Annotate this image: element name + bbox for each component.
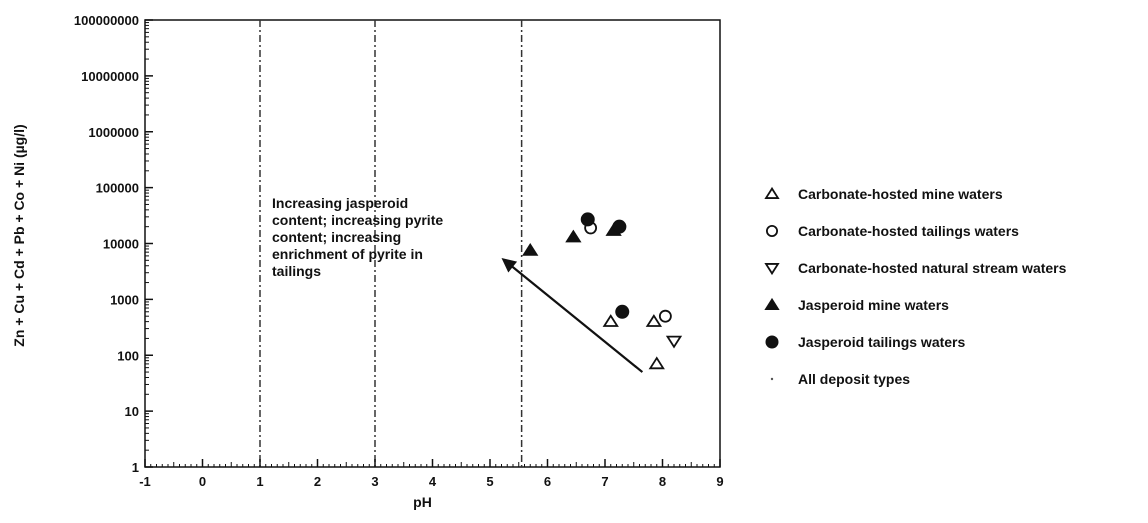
legend-marker bbox=[764, 186, 780, 199]
y-tick-label: 100000 bbox=[96, 181, 139, 196]
x-tick-label: -1 bbox=[139, 474, 151, 489]
legend-label: Jasperoid tailings waters bbox=[798, 334, 965, 350]
legend-label: Carbonate-hosted mine waters bbox=[798, 186, 1003, 202]
legend-marker bbox=[766, 224, 779, 237]
y-axis: 1 10 100 1000 10000 100000 1000000 10000000 1000… bbox=[74, 13, 153, 475]
data-points bbox=[522, 212, 683, 370]
data-point bbox=[580, 212, 595, 227]
legend-label: Jasperoid mine waters bbox=[798, 297, 949, 313]
data-point bbox=[665, 335, 683, 349]
x-tick-label: 6 bbox=[544, 474, 551, 489]
legend-label: Carbonate-hosted tailings waters bbox=[798, 223, 1019, 239]
y-tick-label: 1 bbox=[132, 460, 139, 475]
y-tick-label: 1000 bbox=[110, 292, 139, 307]
y-tick-label: 100 bbox=[117, 348, 139, 363]
x-tick-label: 0 bbox=[199, 474, 206, 489]
data-point bbox=[615, 304, 630, 319]
x-tick-label: 5 bbox=[486, 474, 493, 489]
x-axis-label: pH bbox=[413, 494, 432, 510]
legend: Carbonate-hosted mine waters Carbonate-ho… bbox=[764, 186, 1067, 387]
data-point bbox=[565, 229, 582, 243]
trend-arrow-shaft bbox=[510, 265, 644, 373]
y-tick-label: 10 bbox=[125, 404, 139, 419]
x-tick-label: 8 bbox=[659, 474, 666, 489]
data-point bbox=[648, 356, 665, 370]
data-point bbox=[602, 314, 619, 327]
legend-marker bbox=[770, 377, 774, 381]
legend-marker bbox=[764, 263, 780, 276]
x-tick-label: 7 bbox=[601, 474, 608, 489]
x-tick-label: 9 bbox=[716, 474, 723, 489]
annotation-text-line: tailings bbox=[272, 263, 321, 279]
x-tick-label: 4 bbox=[429, 474, 437, 489]
x-tick-label: 3 bbox=[371, 474, 378, 489]
legend-marker bbox=[764, 297, 780, 310]
x-tick-label: 1 bbox=[256, 474, 263, 489]
annotation-text-line: Increasing jasperoid bbox=[272, 195, 408, 211]
annotation-text-line: enrichment of pyrite in bbox=[272, 246, 423, 262]
y-tick-label: 10000000 bbox=[81, 69, 139, 84]
legend-marker bbox=[765, 335, 779, 349]
x-axis: -1 0 1 2 3 4 5 6 7 8 9 bbox=[139, 459, 724, 489]
x-tick-label: 2 bbox=[314, 474, 321, 489]
trend-arrow-head bbox=[501, 258, 518, 273]
plot-frame bbox=[144, 19, 721, 468]
y-axis-label: Zn + Cu + Cd + Pb + Co + Ni (µg/l) bbox=[11, 124, 27, 346]
data-point bbox=[612, 219, 627, 234]
legend-label: Carbonate-hosted natural stream waters bbox=[798, 260, 1067, 276]
legend-label: All deposit types bbox=[798, 371, 910, 387]
data-point bbox=[645, 314, 663, 327]
y-tick-label: 10000 bbox=[103, 237, 139, 252]
annotation-text-line: content; increasing pyrite bbox=[272, 212, 443, 228]
data-point bbox=[522, 242, 539, 256]
plot-border bbox=[144, 19, 721, 468]
annotation-text-line: content; increasing bbox=[272, 229, 401, 245]
data-point bbox=[658, 309, 672, 323]
y-tick-label: 100000000 bbox=[74, 13, 139, 28]
y-tick-label: 1000000 bbox=[88, 125, 139, 140]
